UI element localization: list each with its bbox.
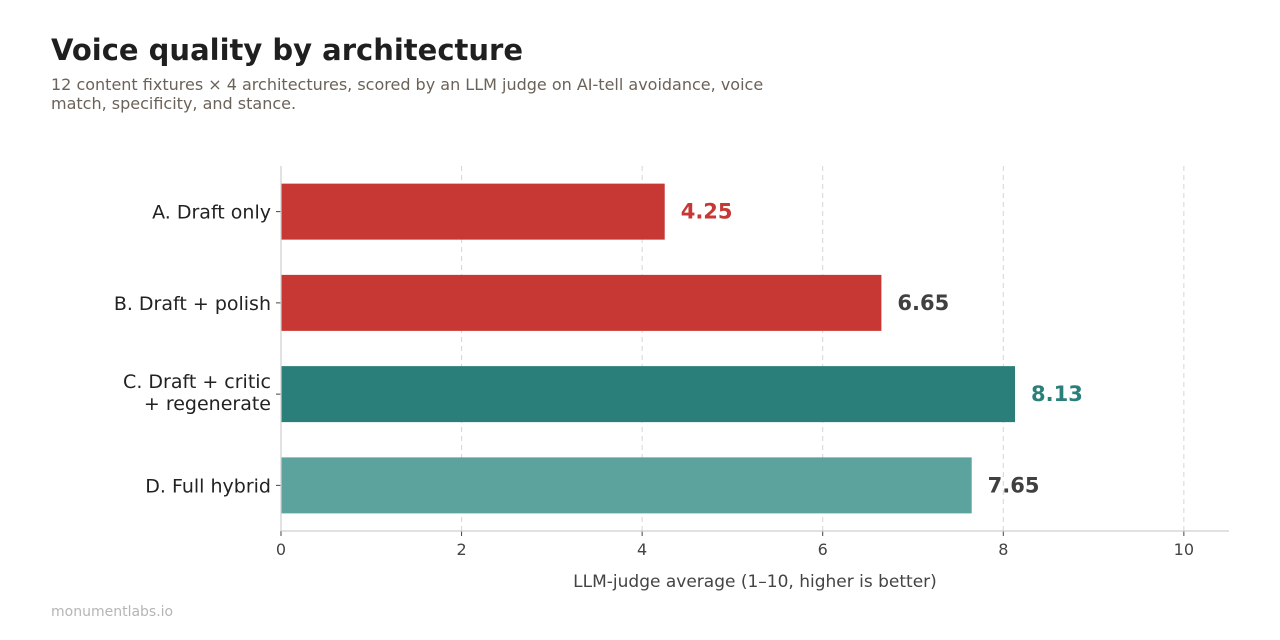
labels: 0 2 4 6 8 10 4.25 A. Draft only 6.65 B. Draft + p… bbox=[114, 200, 1194, 592]
bar-value-label: 8.13 bbox=[1031, 382, 1083, 406]
category-label: A. Draft only bbox=[152, 202, 271, 224]
x-tick-label: 4 bbox=[637, 540, 647, 559]
category-label: C. Draft + critic bbox=[123, 371, 271, 393]
category-label: B. Draft + polish bbox=[114, 293, 271, 315]
chart-title: Voice quality by architecture bbox=[51, 33, 524, 67]
bar bbox=[281, 366, 1016, 423]
bar-value-label: 6.65 bbox=[897, 291, 949, 315]
category-label: D. Full hybrid bbox=[145, 475, 271, 497]
bar bbox=[281, 457, 972, 514]
category-label: + regenerate bbox=[144, 393, 271, 415]
axes bbox=[276, 166, 1229, 536]
bar-value-label: 4.25 bbox=[681, 200, 733, 224]
x-tick-label: 0 bbox=[276, 540, 286, 559]
x-tick-label: 2 bbox=[456, 540, 466, 559]
bars bbox=[281, 183, 1016, 514]
chart-subtitle: 12 content fixtures × 4 architectures, s… bbox=[51, 75, 764, 113]
source-credit: monumentlabs.io bbox=[51, 604, 174, 620]
x-tick-label: 8 bbox=[998, 540, 1008, 559]
bar bbox=[281, 274, 882, 331]
x-tick-label: 10 bbox=[1174, 540, 1194, 559]
x-axis-title: LLM-judge average (1–10, higher is bette… bbox=[573, 572, 937, 592]
bar bbox=[281, 183, 665, 240]
bar-value-label: 7.65 bbox=[988, 473, 1040, 497]
grid-lines bbox=[461, 166, 1185, 531]
x-tick-label: 6 bbox=[818, 540, 828, 559]
